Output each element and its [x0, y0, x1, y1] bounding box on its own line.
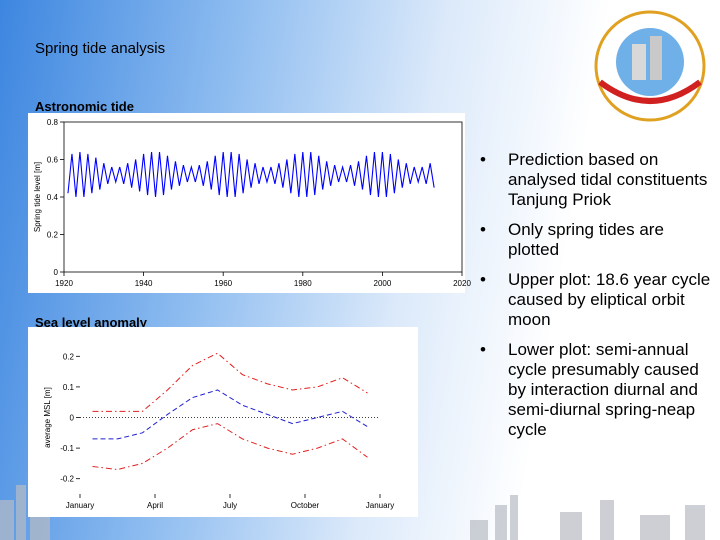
skyline — [0, 485, 705, 540]
bullet: Only spring tides are plotted — [480, 220, 712, 260]
x-tick-label: 1940 — [135, 279, 153, 288]
x-tick-label: July — [223, 501, 237, 510]
y-axis-label: average MSL [m] — [43, 387, 52, 448]
bullet: Lower plot: semi-annual cycle presumably… — [480, 340, 712, 440]
y-tick-label: -0.2 — [60, 475, 74, 484]
x-tick-label: 1980 — [294, 279, 312, 288]
x-tick-label: 1960 — [214, 279, 232, 288]
y-axis-label: Spring tide level [m] — [33, 162, 42, 232]
bullet: Upper plot: 18.6 year cycle caused by el… — [480, 270, 712, 330]
series-line — [92, 389, 368, 440]
chart-panel — [28, 113, 465, 293]
y-tick-label: -0.1 — [60, 444, 74, 453]
x-tick-label: 2020 — [453, 279, 471, 288]
x-tick-label: January — [366, 501, 394, 510]
series-line — [92, 352, 368, 412]
x-tick-label: October — [291, 501, 320, 510]
y-tick-label: 0.8 — [47, 118, 59, 127]
y-tick-label: 0.1 — [63, 383, 75, 392]
x-tick-label: April — [147, 501, 163, 510]
slide-title: Spring tide analysis — [35, 40, 165, 57]
x-tick-label: 2000 — [374, 279, 392, 288]
section-label: Sea level anomaly — [35, 315, 148, 330]
y-tick-label: 0.2 — [47, 231, 59, 240]
x-tick-label: 1920 — [55, 279, 73, 288]
logo — [594, 10, 706, 122]
section-label: Astronomic tide — [35, 99, 134, 114]
y-tick-label: 0.6 — [47, 156, 59, 165]
y-tick-label: 0 — [70, 414, 75, 423]
y-tick-label: 0.4 — [47, 193, 59, 202]
y-tick-label: 0 — [54, 268, 59, 277]
y-tick-label: 0.2 — [63, 352, 75, 361]
series-line — [67, 151, 435, 198]
series-line — [92, 423, 368, 471]
bullet: Prediction based on analysed tidal const… — [480, 150, 712, 210]
x-tick-label: January — [66, 501, 94, 510]
bullet-list: Prediction based on analysed tidal const… — [480, 150, 712, 450]
chart-panel — [28, 327, 418, 517]
